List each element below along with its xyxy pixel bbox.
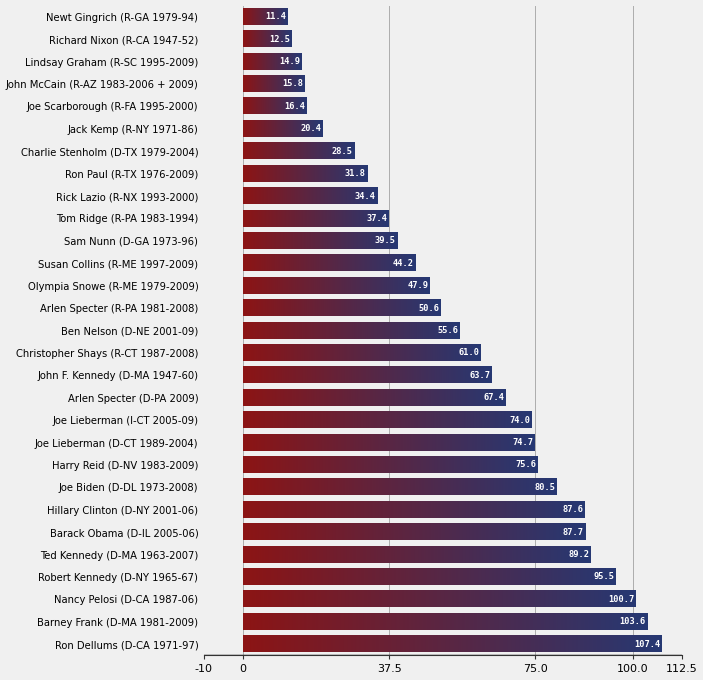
Text: 63.7: 63.7 <box>469 371 490 380</box>
Text: 87.7: 87.7 <box>562 528 583 537</box>
Text: 47.9: 47.9 <box>408 281 429 290</box>
Text: 61.0: 61.0 <box>458 348 479 358</box>
Text: 95.5: 95.5 <box>593 573 614 581</box>
Text: 11.4: 11.4 <box>265 12 286 21</box>
Text: 103.6: 103.6 <box>619 617 645 626</box>
Text: 20.4: 20.4 <box>300 124 321 133</box>
Text: 12.5: 12.5 <box>269 35 290 44</box>
Text: 87.6: 87.6 <box>562 505 583 514</box>
Text: 44.2: 44.2 <box>393 259 414 268</box>
Text: 14.9: 14.9 <box>279 57 299 66</box>
Text: 74.0: 74.0 <box>509 415 530 424</box>
Text: 100.7: 100.7 <box>608 595 634 604</box>
Text: 50.6: 50.6 <box>418 303 439 313</box>
Text: 31.8: 31.8 <box>344 169 366 178</box>
Text: 37.4: 37.4 <box>366 214 387 223</box>
Text: 39.5: 39.5 <box>375 237 396 245</box>
Text: 28.5: 28.5 <box>332 147 353 156</box>
Text: 16.4: 16.4 <box>285 102 306 111</box>
Text: 80.5: 80.5 <box>534 483 555 492</box>
Text: 15.8: 15.8 <box>283 80 303 88</box>
Text: 74.7: 74.7 <box>512 438 533 447</box>
Text: 34.4: 34.4 <box>355 192 376 201</box>
Text: 55.6: 55.6 <box>437 326 458 335</box>
Text: 89.2: 89.2 <box>569 550 590 559</box>
Text: 67.4: 67.4 <box>484 393 505 402</box>
Text: 75.6: 75.6 <box>515 460 536 469</box>
Text: 107.4: 107.4 <box>634 640 661 649</box>
